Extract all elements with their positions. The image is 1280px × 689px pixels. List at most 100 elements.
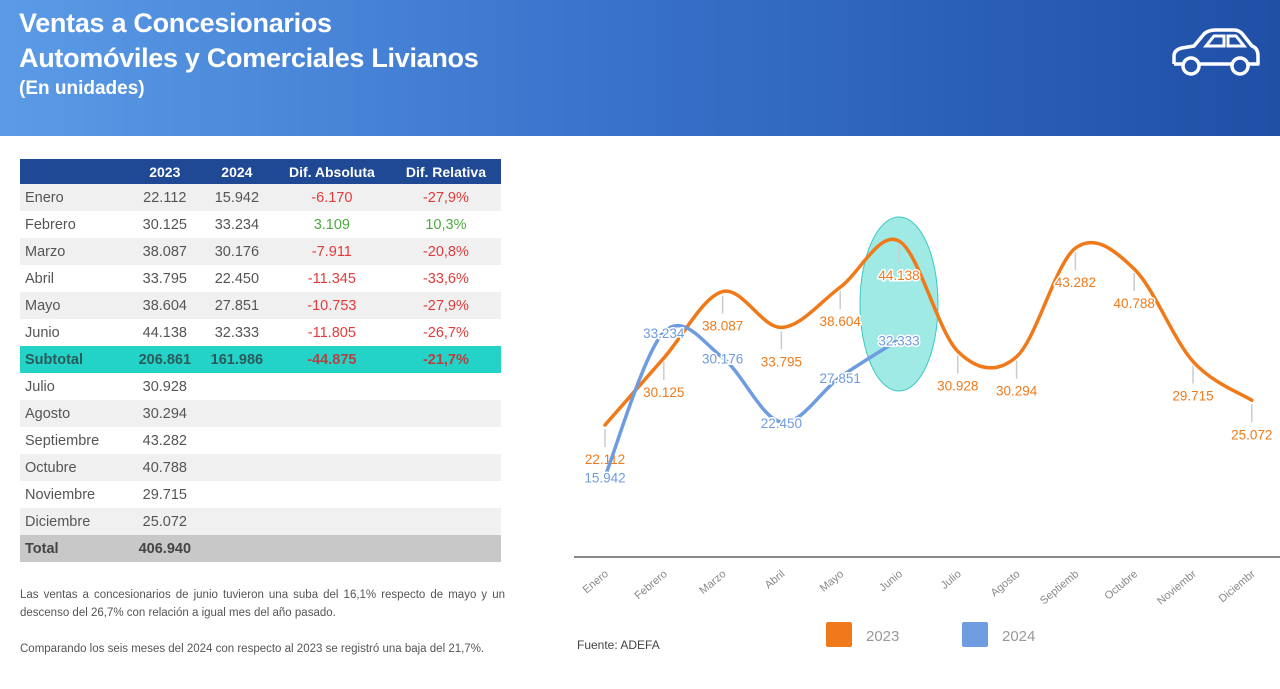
x-tick-label: Octubre: [1102, 568, 1140, 602]
series-line-2024: [603, 323, 901, 479]
data-label: 15.942: [584, 471, 625, 486]
table-cell: 33.795: [128, 265, 201, 292]
table-cell: [390, 427, 501, 454]
table-cell: [200, 454, 273, 481]
table-cell: [200, 400, 273, 427]
data-label: 30.294: [996, 384, 1038, 399]
col-header: [20, 159, 129, 184]
table-cell: Octubre: [20, 454, 129, 481]
x-tick-label: Septiemb: [1038, 568, 1081, 607]
table-cell: -33,6%: [390, 265, 501, 292]
table-row: Septiembre 43.282: [20, 427, 501, 454]
x-tick-label: Febrero: [632, 568, 669, 602]
data-label: 44.138: [878, 268, 919, 283]
x-tick-label: Noviembr: [1155, 568, 1199, 608]
x-tick-label: Julio: [939, 568, 964, 592]
table-cell: [200, 373, 273, 400]
note-2: Comparando los seis meses del 2024 con r…: [20, 643, 485, 655]
table-cell: 15.942: [200, 184, 273, 211]
total-row: Total 406.940: [20, 535, 501, 562]
subtotal-row: Subtotal 206.861 161.986 -44.875 -21,7%: [20, 346, 501, 373]
table-cell: 30.125: [128, 211, 201, 238]
data-label: 33.234: [643, 326, 685, 341]
table-row: Junio 44.138 32.333 -11.805 -26,7%: [20, 319, 501, 346]
table-cell: [272, 535, 391, 562]
table-cell: [390, 535, 501, 562]
data-label: 22.450: [761, 416, 802, 431]
source: Fuente: ADEFA: [577, 638, 660, 652]
table-cell: 33.234: [200, 211, 273, 238]
table-cell: -11.805: [272, 319, 391, 346]
title-line-2: Automóviles y Comerciales Livianos: [19, 43, 479, 73]
data-label: 38.604: [820, 314, 862, 329]
table-cell: -11.345: [272, 265, 391, 292]
table-cell: -21,7%: [390, 346, 501, 373]
note-1: Las ventas a concesionarios de junio tuv…: [20, 589, 505, 619]
data-label: 29.715: [1172, 388, 1213, 403]
x-tick-label: Junio: [877, 568, 905, 594]
col-header: 2023: [128, 159, 201, 184]
data-label: 30.928: [937, 378, 978, 393]
table-row: Noviembre 29.715: [20, 481, 501, 508]
table-cell: 40.788: [128, 454, 201, 481]
table-cell: Enero: [20, 184, 129, 211]
table-cell: Subtotal: [20, 346, 129, 373]
data-label: 30.176: [702, 352, 743, 367]
table-cell: [272, 481, 391, 508]
car-icon: [1172, 28, 1260, 76]
x-tick-label: Diciembr: [1217, 568, 1258, 605]
x-tick-label: Enero: [581, 568, 611, 596]
table-cell: [390, 373, 501, 400]
col-header: Dif. Relativa: [390, 159, 501, 184]
table-cell: 44.138: [128, 319, 201, 346]
table-cell: Septiembre: [20, 427, 129, 454]
table-cell: [390, 508, 501, 535]
data-label: 40.788: [1114, 296, 1155, 311]
data-label: 30.125: [643, 385, 684, 400]
table-cell: [272, 454, 391, 481]
table-cell: Diciembre: [20, 508, 129, 535]
table-cell: -10.753: [272, 292, 391, 319]
table-cell: 25.072: [128, 508, 201, 535]
table-row: Marzo 38.087 30.176 -7.911 -20,8%: [20, 238, 501, 265]
table-cell: -27,9%: [390, 292, 501, 319]
table-cell: 161.986: [200, 346, 273, 373]
table-row: Julio 30.928: [20, 373, 501, 400]
table-cell: 30.176: [200, 238, 273, 265]
table-cell: 206.861: [128, 346, 201, 373]
table-cell: [200, 535, 273, 562]
page-subtitle: (En unidades): [19, 78, 145, 99]
table-row: Enero 22.112 15.942 -6.170 -27,9%: [20, 184, 501, 211]
title-line-1: Ventas a Concesionarios: [19, 8, 332, 38]
table-cell: [390, 481, 501, 508]
table-cell: [390, 454, 501, 481]
table-cell: 406.940: [128, 535, 201, 562]
table-cell: 43.282: [128, 427, 201, 454]
legend-label-2024: 2024: [1002, 628, 1035, 645]
table-cell: [390, 400, 501, 427]
data-label: 27.851: [820, 371, 861, 386]
highlight-ellipse: [859, 216, 939, 392]
header: Ventas a Concesionarios Automóviles y Com…: [0, 0, 1280, 136]
table-cell: Marzo: [20, 238, 129, 265]
table-row: Agosto 30.294: [20, 400, 501, 427]
table-cell: -20,8%: [390, 238, 501, 265]
legend-swatch-2024: [962, 622, 988, 647]
table-cell: Julio: [20, 373, 129, 400]
table-cell: 22.450: [200, 265, 273, 292]
table-cell: -27,9%: [390, 184, 501, 211]
table-cell: -7.911: [272, 238, 391, 265]
data-label: 25.072: [1231, 427, 1272, 442]
table-cell: 38.087: [128, 238, 201, 265]
table-cell: 10,3%: [390, 211, 501, 238]
legend-swatch-2023: [826, 622, 852, 647]
table-cell: [272, 427, 391, 454]
data-label: 43.282: [1055, 275, 1096, 290]
table-cell: Agosto: [20, 400, 129, 427]
table-cell: 30.294: [128, 400, 201, 427]
table-cell: Abril: [20, 265, 129, 292]
x-tick-label: Mayo: [818, 568, 846, 594]
table-cell: 3.109: [272, 211, 391, 238]
table-cell: Febrero: [20, 211, 129, 238]
